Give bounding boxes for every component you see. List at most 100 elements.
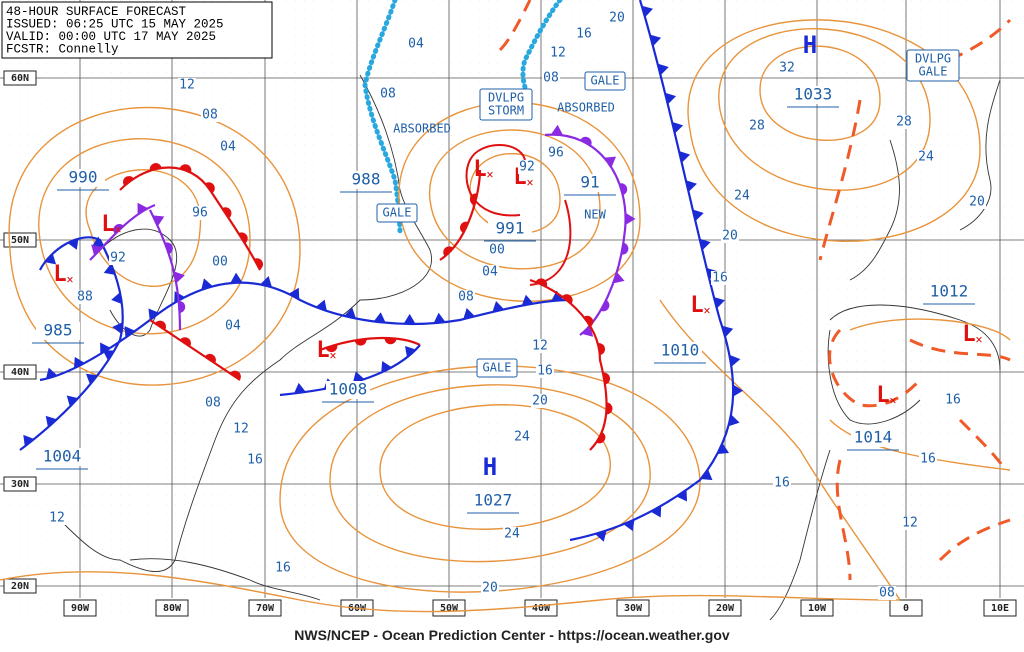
pressure-value: 1033	[794, 85, 833, 104]
isobar-label-bg	[379, 87, 397, 101]
low-letter: L	[962, 322, 975, 347]
trough	[818, 18, 1012, 581]
warm-front-marker	[583, 315, 594, 327]
warm-front	[529, 278, 608, 451]
low-x: ×	[486, 168, 493, 182]
occluded-front-marker	[91, 244, 103, 256]
cold-front-marker	[344, 307, 356, 319]
lon-label: 10W	[808, 603, 827, 614]
pressure-bg	[326, 381, 370, 399]
isobar-label-bg	[917, 150, 935, 164]
cold-front-marker	[692, 209, 704, 222]
cold-front-marker	[685, 180, 697, 192]
warm-front-marker	[443, 246, 454, 257]
lat-label-box	[3, 476, 37, 492]
pressure-bg	[40, 448, 84, 466]
isobar-label: 24	[504, 527, 520, 542]
isobar-label: 04	[408, 37, 424, 52]
cold-front-marker	[664, 92, 677, 105]
cold-front-marker	[85, 373, 98, 385]
isobar-label: 16	[537, 364, 553, 379]
warm-front-marker	[149, 163, 162, 171]
low-letter: L	[101, 212, 114, 237]
isobar-label-bg	[536, 364, 554, 378]
pressure-bg	[471, 492, 515, 510]
isobar-label: 12	[233, 422, 249, 437]
cold-front-marker	[293, 382, 306, 394]
warm-front-marker	[602, 372, 610, 385]
cold-front-marker	[124, 326, 136, 338]
isobar-label: 20	[722, 229, 738, 244]
footer: NWS/NCEP - Ocean Prediction Center - htt…	[294, 627, 730, 643]
isobar-label: 16	[247, 453, 263, 468]
occluded-front-marker	[613, 271, 625, 284]
isobar-label-bg	[109, 251, 127, 265]
cold-front-marker	[111, 292, 123, 305]
isobar-label: 92	[519, 160, 535, 175]
low-x: ×	[66, 273, 73, 287]
cold-front-marker	[623, 519, 635, 532]
annotation: GALE	[919, 65, 948, 79]
cold-front-marker	[678, 151, 691, 163]
annotation: STORM	[488, 104, 524, 118]
cold-front-marker	[148, 308, 160, 321]
isobar-label-bg	[575, 27, 593, 41]
cold-front	[39, 281, 571, 382]
track	[529, 199, 572, 286]
isobar-label: 08	[202, 108, 218, 123]
cold-front-marker	[728, 414, 740, 427]
cold-front-marker	[103, 263, 116, 275]
annotation-box	[376, 203, 418, 223]
trough	[498, 0, 922, 408]
lon-label-box	[248, 599, 282, 617]
isobar-label-bg	[711, 271, 729, 285]
cold-front-marker	[74, 356, 85, 369]
occluded-front-marker	[580, 136, 592, 146]
pressure-bg	[658, 342, 702, 360]
isobar-label-bg	[773, 476, 791, 490]
isobar-label-bg	[204, 396, 222, 410]
lat-label: 30N	[11, 479, 29, 490]
occluded-front-marker	[600, 300, 610, 312]
isobar	[329, 384, 651, 563]
isobar-label-bg	[547, 146, 565, 160]
lat-label-box	[3, 578, 37, 594]
lat-label: 20N	[11, 581, 29, 592]
warm-front-marker	[123, 176, 134, 186]
annotation-box	[906, 49, 960, 82]
lon-label-box	[63, 599, 97, 617]
track	[465, 144, 526, 217]
low-x: ×	[975, 333, 982, 347]
warm-front-marker	[222, 207, 232, 219]
lat-label-box	[3, 70, 37, 86]
cold-front-marker	[729, 354, 741, 367]
pressure-value: 1012	[930, 282, 969, 301]
isobar-label-bg	[246, 453, 264, 467]
lon-label: 20W	[716, 603, 735, 614]
high-letter: H	[803, 31, 817, 59]
annotation: NEW	[584, 208, 606, 222]
low-letter: L	[690, 293, 703, 318]
lon-label-box	[616, 599, 650, 617]
cold-front-marker	[260, 275, 272, 288]
lat-label-box	[3, 232, 37, 248]
occluded-front-marker	[621, 242, 629, 255]
cold-front-marker	[381, 361, 392, 373]
isobar-label: 08	[879, 586, 895, 601]
coastline	[59, 74, 432, 572]
warm-front-marker	[179, 337, 191, 347]
isobar-label: 08	[205, 396, 221, 411]
cold-front-marker	[699, 238, 711, 251]
cold-front-marker	[672, 121, 684, 134]
warm-front-marker	[384, 337, 397, 345]
isobar-label: 12	[532, 339, 548, 354]
cold-front-marker	[676, 489, 688, 502]
isobar-label: 28	[896, 115, 912, 130]
fronts	[19, 0, 1012, 581]
isobar-label-bg	[513, 430, 531, 444]
low-letter: L	[316, 338, 329, 363]
warm-front-marker	[597, 343, 605, 356]
low-letter: L	[53, 262, 66, 287]
cold-front-marker	[23, 434, 35, 447]
